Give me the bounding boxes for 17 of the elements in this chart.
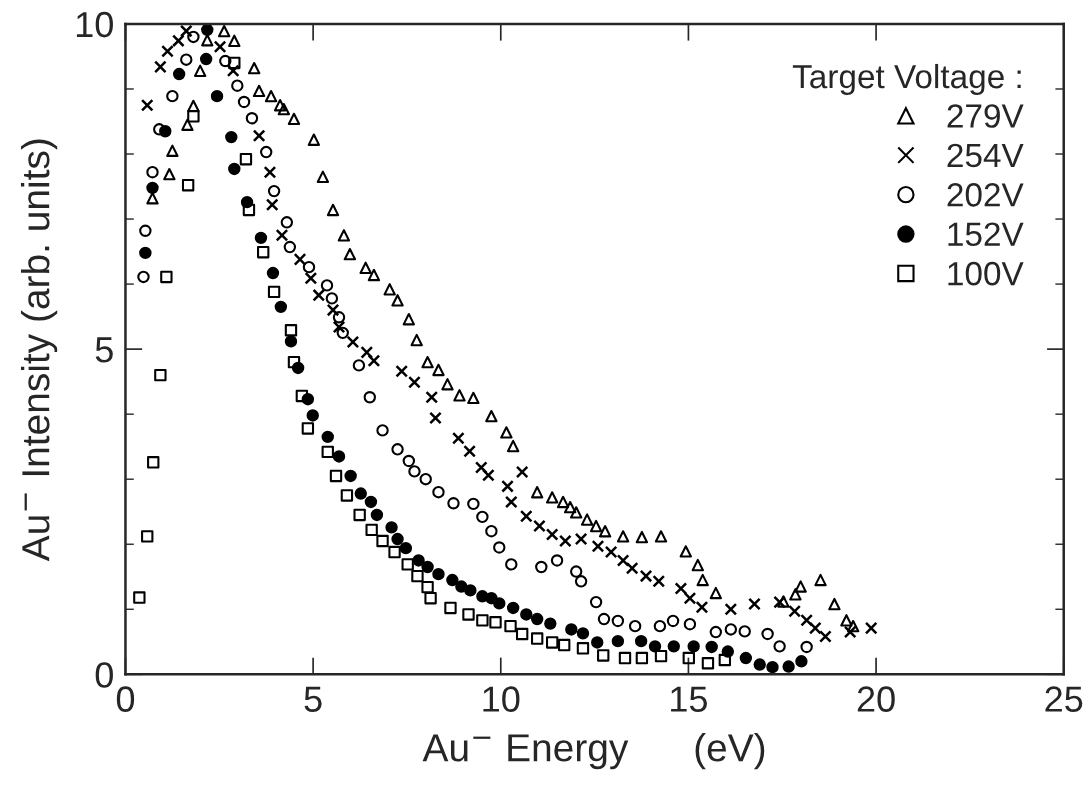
y-tick-label: 5 xyxy=(95,337,113,363)
legend-title: Target Voltage : xyxy=(792,63,1021,96)
x-tick-label: 0 xyxy=(116,686,135,712)
x-axis-title: Au$^{−}$ Energy (eV) xyxy=(422,732,765,770)
legend-label: 100V xyxy=(948,261,1024,286)
y-axis-title: Au$^{−}$ Intensity (arb. units) xyxy=(20,139,58,562)
x-tick-label: 20 xyxy=(857,686,895,712)
x-tick-label: 25 xyxy=(1045,686,1083,712)
legend-label: 152V xyxy=(948,222,1024,247)
x-tick-label: 5 xyxy=(304,686,322,712)
legend-label: 279V xyxy=(947,104,1024,128)
y-tick-label: 10 xyxy=(76,11,113,38)
x-tick-label: 10 xyxy=(483,686,520,712)
legend-label: 202V xyxy=(947,183,1024,207)
x-tick-label: 15 xyxy=(671,686,707,712)
y-tick-label: 0 xyxy=(95,662,113,688)
legend-label: 254V xyxy=(947,143,1024,168)
